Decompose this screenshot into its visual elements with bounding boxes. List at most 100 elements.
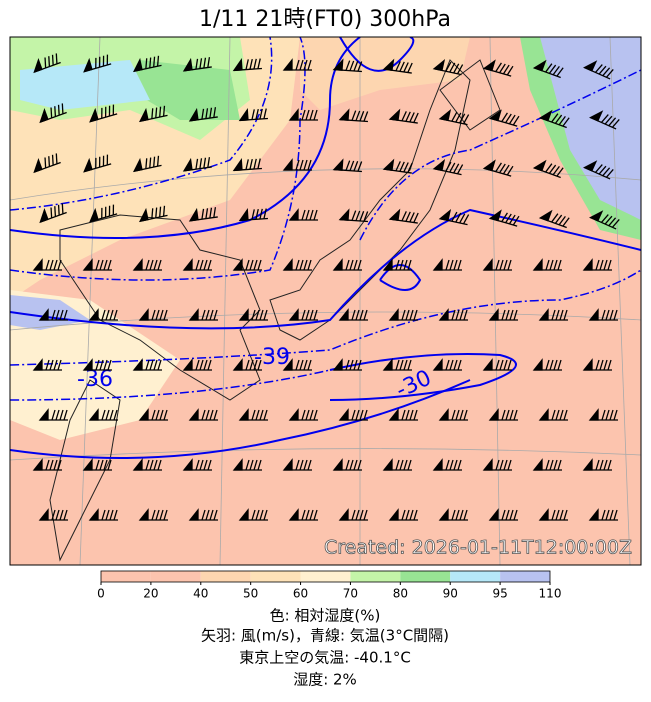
barb-tick [409,509,414,521]
barb-tick [251,409,256,421]
wind-barb [282,158,312,171]
wind-barb [488,408,518,421]
barb-tick [257,459,262,471]
barb-tick [355,309,360,321]
barb-tick [199,359,204,371]
wind-barb [182,57,212,72]
barb-tick [509,309,514,321]
barb-tick [595,359,600,371]
barb-tick [305,509,310,521]
barb-tick [95,57,97,69]
barb-tick [562,117,570,127]
barb-tick [213,107,217,118]
barb-tick [151,509,156,521]
barb-tick [599,359,604,371]
wind-barb [482,258,512,271]
barb-tick [301,409,306,421]
barb-tick [149,57,152,68]
barb-tick [505,113,512,124]
barb-tick [253,58,257,70]
barb-tick [205,509,210,521]
barb-tick [503,259,508,271]
barb-tick [463,214,470,225]
barb-tick [495,359,500,371]
colorbar-tick-label: 90 [443,587,458,601]
barb-tick [199,58,203,69]
barb-tick [359,309,364,321]
colorbar-tick-label: 0 [97,587,105,601]
barb-tick [407,162,413,173]
wind-barb [238,308,268,321]
barb-tick [409,212,415,223]
barb-tick [363,309,368,321]
barb-tick [359,110,365,122]
barb-tick [309,209,314,221]
barb-tick [399,161,405,172]
colorbar-tick-label: 40 [193,587,208,601]
barb-tick [45,259,50,271]
barb-tick [453,259,458,271]
barb-tick [153,259,158,271]
barb-tick [558,116,566,126]
barb-tick [499,163,506,174]
barb-tick [499,63,506,74]
barb-tick [413,212,419,223]
wind-barb [438,108,470,126]
barb-tick [455,409,460,421]
barb-staff [540,117,567,129]
barb-staff [233,67,262,72]
barb-tick [445,359,450,371]
barb-tick [263,309,268,321]
barb-tick [556,67,564,77]
wind-barb [482,358,512,371]
barb-tick [49,459,54,471]
barb-tick [549,459,554,471]
barb-staff [590,216,617,230]
barb-tick [345,60,351,71]
barb-tick [505,409,510,421]
barb-tick [401,211,407,222]
barb-tick [357,259,362,271]
barb-tick [259,309,264,321]
barb-tick [395,259,400,271]
wind-barb [88,408,118,421]
barb-tick [253,359,258,371]
wind-barb [188,207,218,222]
barb-tick [598,165,607,175]
wind-barb [82,358,112,371]
barb-tick [63,409,68,421]
barb-tick [251,509,256,521]
barb-tick [299,159,304,171]
barb-tick [201,509,206,521]
wind-barb [538,209,570,229]
barb-tick [501,509,506,521]
barb-tick [51,409,56,421]
barb-tick [595,259,600,271]
barb-tick [201,309,206,321]
barb-tick [409,309,414,321]
barb-tick [401,111,407,122]
barb-tick [413,509,418,521]
barb-tick [594,64,603,73]
barb-tick [457,259,462,271]
barb-tick [155,509,160,521]
barb-staff [389,118,418,124]
barb-tick [313,409,318,421]
barb-tick [607,459,612,471]
wind-barb [33,53,61,74]
barb-staff [183,166,212,172]
wind-barb [38,508,68,521]
barb-tick [602,167,611,177]
barb-tick [513,509,518,521]
wind-barb [89,104,118,123]
barb-tick [453,359,458,371]
barb-tick [51,54,54,66]
wind-barbs [32,53,620,521]
barb-tick [459,309,464,321]
barb-tick [101,409,106,421]
barb-tick [463,309,468,321]
barb-tick [151,208,154,219]
wind-barb [182,358,212,371]
wind-barb [138,105,168,123]
barb-tick [557,359,562,371]
